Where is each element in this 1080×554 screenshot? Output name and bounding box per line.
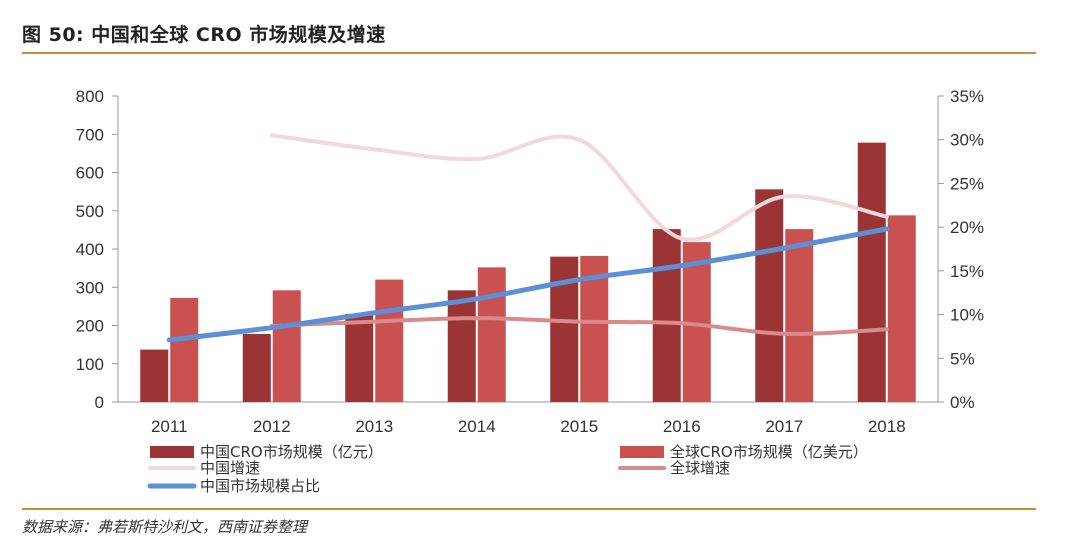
left-axis-tick-label: 600	[76, 164, 104, 183]
x-axis-tick-label: 2013	[355, 417, 393, 436]
global-cro-bar	[477, 267, 506, 402]
left-axis-tick-label: 700	[76, 125, 104, 144]
x-axis-tick-label: 2011	[151, 417, 188, 436]
china-cro-bar	[345, 314, 374, 402]
chart-legend: 中国CRO市场规模（亿元） 全球CRO市场规模（亿美元） 中国增速 全球增速中国市场规…	[147, 443, 868, 495]
left-axis-tick-label: 0	[95, 393, 104, 412]
global-cro-bar	[272, 290, 301, 402]
legend-label: 中国市场规模占比	[200, 477, 320, 495]
left-axis-tick-label: 300	[76, 278, 104, 297]
china-share-line	[166, 226, 890, 343]
global-growth-line	[269, 316, 889, 336]
china-growth-line	[269, 133, 889, 242]
global-cro-bar	[375, 279, 404, 402]
source-note: 数据来源：弗若斯特沙利文，西南证券整理	[22, 518, 308, 536]
figure-title: 图 50: 中国和全球 CRO 市场规模及增速	[22, 24, 386, 46]
legend-label: 中国增速	[200, 459, 260, 477]
right-axis-tick-label: 15%	[950, 262, 984, 281]
right-axis-tick-label: 0%	[950, 393, 975, 412]
china-cro-bar	[242, 333, 271, 402]
x-axis-tick-label: 2016	[663, 417, 701, 436]
x-axis-tick-label: 2014	[458, 417, 496, 436]
china-cro-bar	[857, 142, 886, 403]
china-cro-bar	[447, 290, 476, 402]
right-axis-tick-label: 10%	[950, 306, 984, 325]
left-axis-tick-label: 200	[76, 317, 104, 336]
legend-label: 中国CRO市场规模（亿元）	[200, 443, 383, 461]
left-axis-tick-label: 800	[76, 87, 104, 106]
legend-label: 全球CRO市场规模（亿美元）	[670, 443, 868, 461]
china-cro-bar	[755, 189, 784, 402]
x-axis-tick-label: 2018	[868, 417, 906, 436]
chart-axes: 0 100 200 300 400 500 600 700 800 0% 5% 10% 15% 20% 25…	[76, 87, 984, 436]
x-axis-tick-label: 2017	[765, 417, 803, 436]
top-divider	[22, 52, 1036, 54]
global-cro-bar	[785, 229, 814, 402]
legend-swatch	[150, 446, 194, 458]
right-axis-tick-label: 25%	[950, 174, 984, 193]
left-axis-tick-label: 500	[76, 202, 104, 221]
china-cro-bar	[652, 229, 681, 402]
global-cro-bar	[170, 297, 199, 402]
right-axis-tick-label: 35%	[950, 87, 984, 106]
bar-layer	[140, 142, 916, 403]
china-cro-bar	[140, 349, 169, 402]
left-axis-tick-label: 100	[76, 355, 104, 374]
legend-swatch	[620, 446, 664, 458]
left-axis-tick-label: 400	[76, 240, 104, 259]
x-axis-tick-label: 2015	[560, 417, 598, 436]
right-axis-tick-label: 5%	[950, 349, 975, 368]
global-cro-bar	[887, 215, 916, 402]
bottom-divider	[22, 508, 1036, 510]
line-layer	[166, 133, 890, 343]
legend-label: 全球增速	[670, 459, 730, 477]
right-axis-tick-label: 20%	[950, 218, 984, 237]
right-axis-tick-label: 30%	[950, 131, 984, 150]
x-axis-tick-label: 2012	[253, 417, 291, 436]
